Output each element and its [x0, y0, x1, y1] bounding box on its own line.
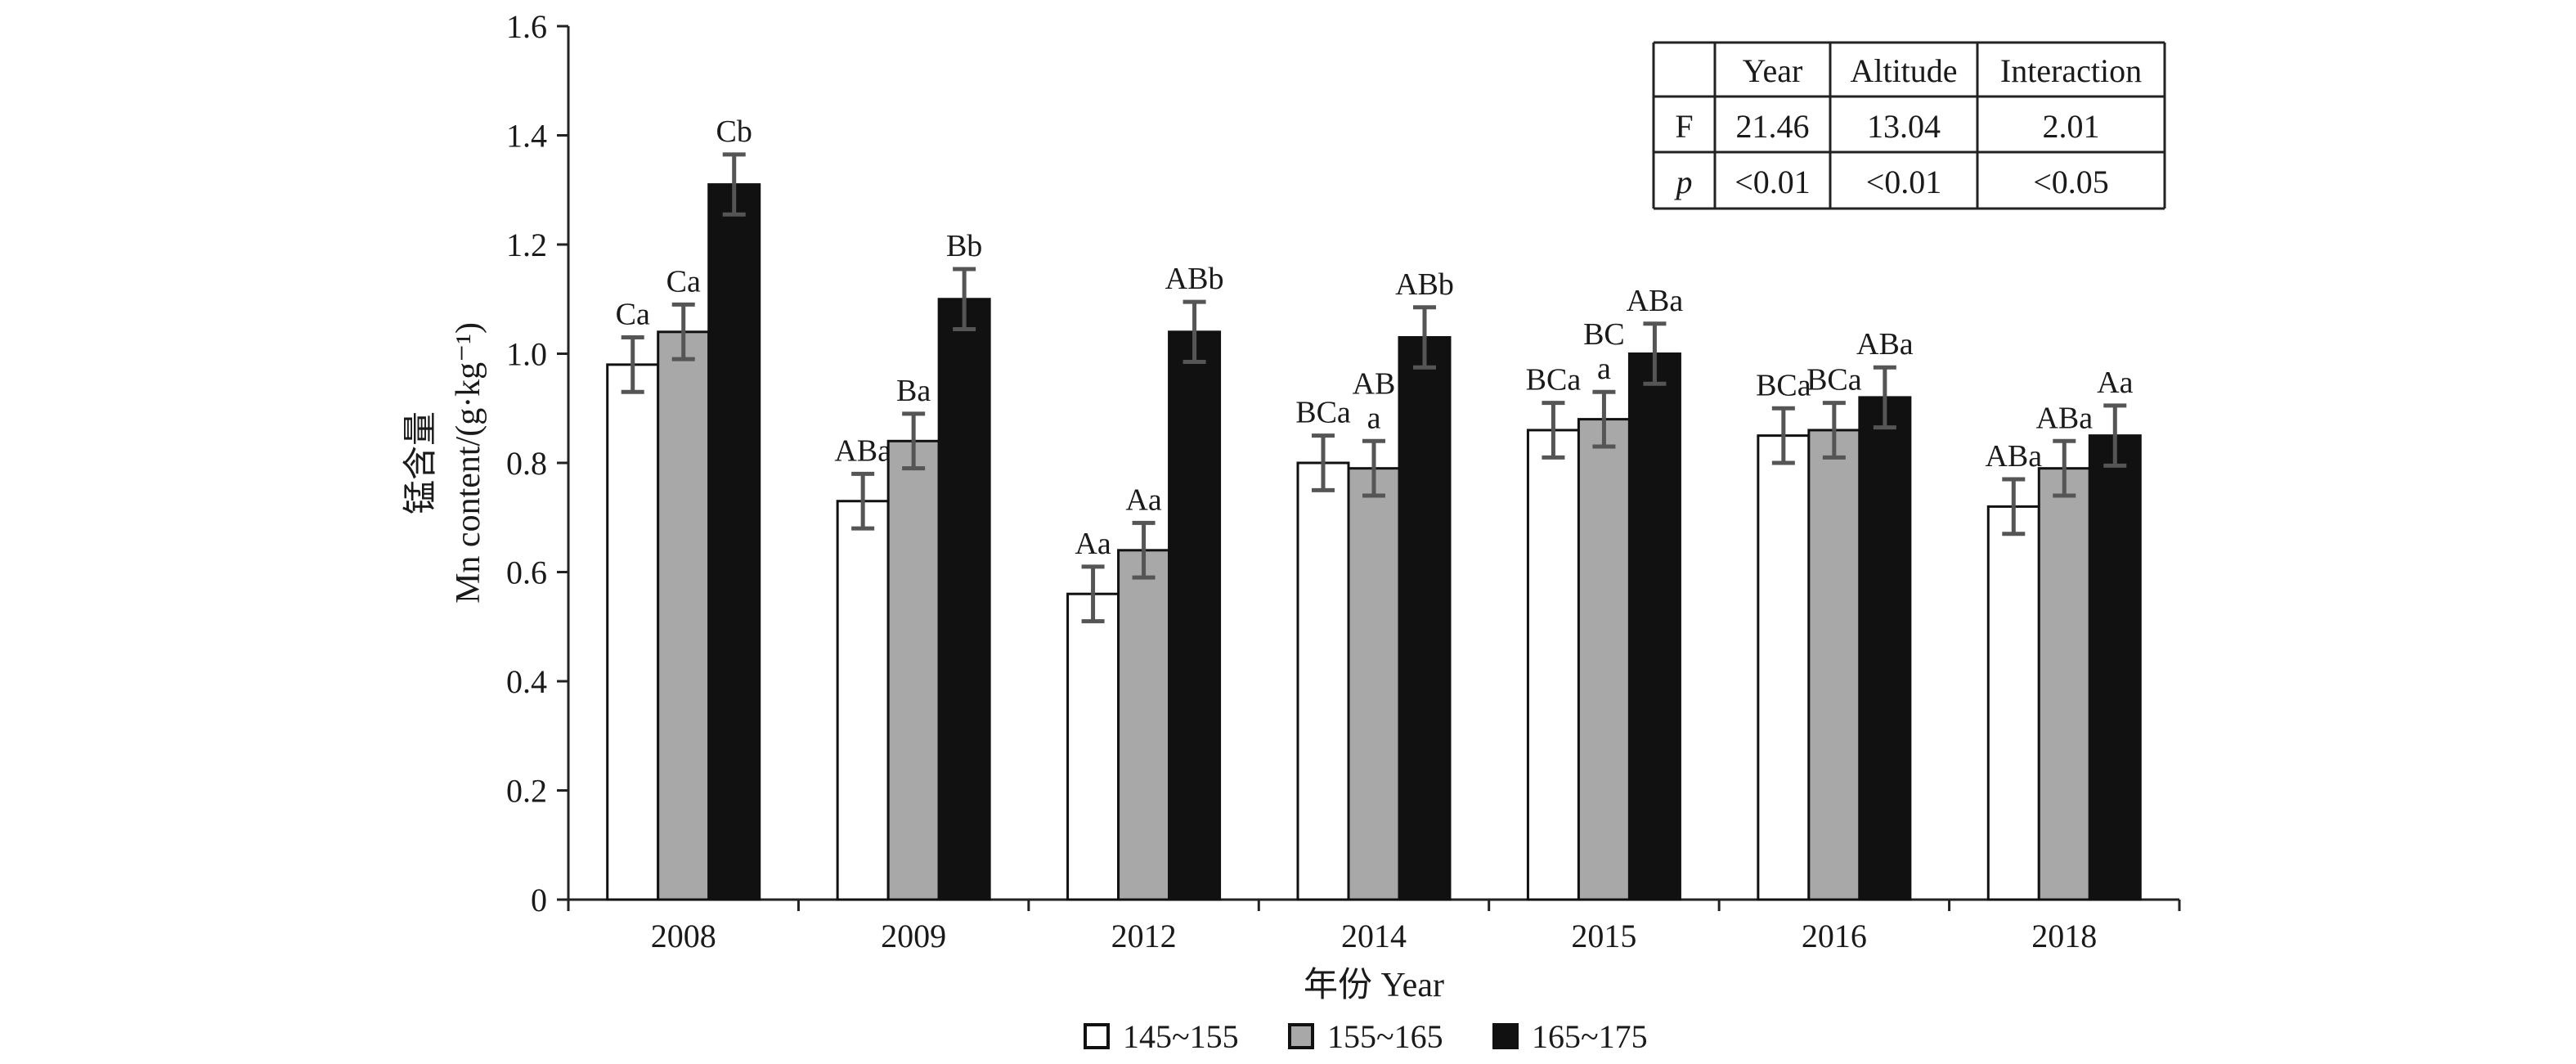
significance-label: ABa: [834, 433, 891, 468]
table-cell: <0.01: [1735, 164, 1811, 200]
significance-label: a: [1367, 401, 1381, 435]
bar-165~175-2012: [1168, 330, 1222, 901]
y-tick-label: 1.6: [506, 8, 547, 45]
bar-165~175-2018: [2088, 434, 2142, 901]
significance-label: Aa: [1125, 483, 1161, 517]
x-tick-label: 2018: [2031, 918, 2097, 954]
bar-155~165-2009: [886, 439, 940, 901]
table-header: Interaction: [2000, 52, 2142, 89]
y-tick-label: 1.4: [506, 118, 547, 155]
x-tick-label: 2012: [1111, 918, 1177, 954]
legend-swatch-145~155: [1084, 1023, 1110, 1049]
bar-145~155-2018: [1986, 505, 2040, 901]
significance-label: Aa: [1075, 527, 1111, 561]
significance-label: Cb: [716, 114, 752, 149]
bar-145~155-2012: [1066, 592, 1120, 901]
bar-165~175-2014: [1398, 335, 1452, 901]
significance-label: Ca: [616, 297, 650, 331]
bar-155~165-2018: [2037, 467, 2091, 901]
y-tick-label: 1.2: [506, 227, 547, 263]
bar-155~165-2012: [1117, 549, 1171, 901]
legend-swatch-165~175: [1492, 1023, 1519, 1049]
x-axis-title: 年份 Year: [1304, 966, 1444, 1004]
bar-165~175-2015: [1627, 352, 1681, 901]
x-tick-label: 2009: [881, 918, 946, 954]
significance-label: BC: [1583, 317, 1625, 352]
table-cell: 21.46: [1736, 108, 1810, 145]
legend-swatch-155~165: [1288, 1023, 1314, 1049]
significance-label: ABa: [2035, 401, 2093, 435]
y-axis-title-cn: 锰含量: [402, 411, 440, 514]
bar-145~155-2014: [1296, 461, 1350, 901]
significance-label: BCa: [1526, 363, 1582, 397]
significance-label: ABa: [1627, 284, 1684, 318]
y-tick-label: 0.4: [506, 663, 547, 700]
x-tick-label: 2014: [1341, 918, 1407, 954]
significance-label: BCa: [1806, 363, 1862, 397]
y-tick-label: 0: [531, 882, 547, 918]
y-tick-label: 0.2: [506, 773, 547, 810]
table-cell: <0.05: [2033, 164, 2109, 200]
y-tick-label: 0.8: [506, 445, 547, 482]
legend-label: 145~155: [1123, 1018, 1239, 1055]
x-tick-label: 2016: [1802, 918, 1867, 954]
table-cell: 13.04: [1867, 108, 1941, 145]
table-header: Year: [1743, 52, 1803, 89]
x-tick-label: 2015: [1571, 918, 1636, 954]
significance-label: Ca: [666, 264, 701, 299]
significance-label: ABa: [1985, 439, 2042, 474]
significance-label: AB: [1353, 366, 1396, 401]
table-cell: <0.01: [1866, 164, 1942, 200]
bar-155~165-2015: [1577, 418, 1631, 901]
significance-label: Bb: [946, 229, 982, 263]
significance-label: a: [1597, 352, 1611, 386]
table-header: Altitude: [1850, 52, 1957, 89]
bar-165~175-2009: [937, 298, 991, 901]
table-cell: 2.01: [2043, 108, 2100, 145]
bar-145~155-2016: [1757, 434, 1811, 901]
bar-165~175-2008: [707, 183, 761, 901]
table-row-label: F: [1675, 108, 1693, 145]
bar-145~155-2015: [1526, 429, 1580, 901]
y-tick-label: 1.0: [506, 336, 547, 373]
x-tick-label: 2008: [651, 918, 716, 954]
bar-165~175-2016: [1858, 396, 1912, 901]
legend-label: 155~165: [1327, 1018, 1443, 1055]
y-axis-title-en: Mn content/(g·kg⁻¹): [450, 322, 487, 604]
table-row-label: p: [1674, 164, 1693, 200]
y-tick-label: 0.6: [506, 554, 547, 591]
significance-label: BCa: [1295, 396, 1351, 430]
bar-155~165-2014: [1347, 467, 1401, 901]
significance-label: ABa: [1856, 327, 1914, 361]
legend-label: 165~175: [1532, 1018, 1648, 1055]
bar-145~155-2009: [836, 500, 890, 901]
significance-label: Aa: [2097, 366, 2133, 400]
bar-155~165-2008: [657, 330, 711, 901]
significance-label: ABb: [1395, 267, 1454, 302]
significance-label: BCa: [1756, 368, 1811, 402]
bar-155~165-2016: [1807, 429, 1861, 901]
significance-label: ABb: [1165, 262, 1224, 296]
significance-label: Ba: [896, 374, 931, 408]
bar-145~155-2008: [606, 363, 660, 901]
